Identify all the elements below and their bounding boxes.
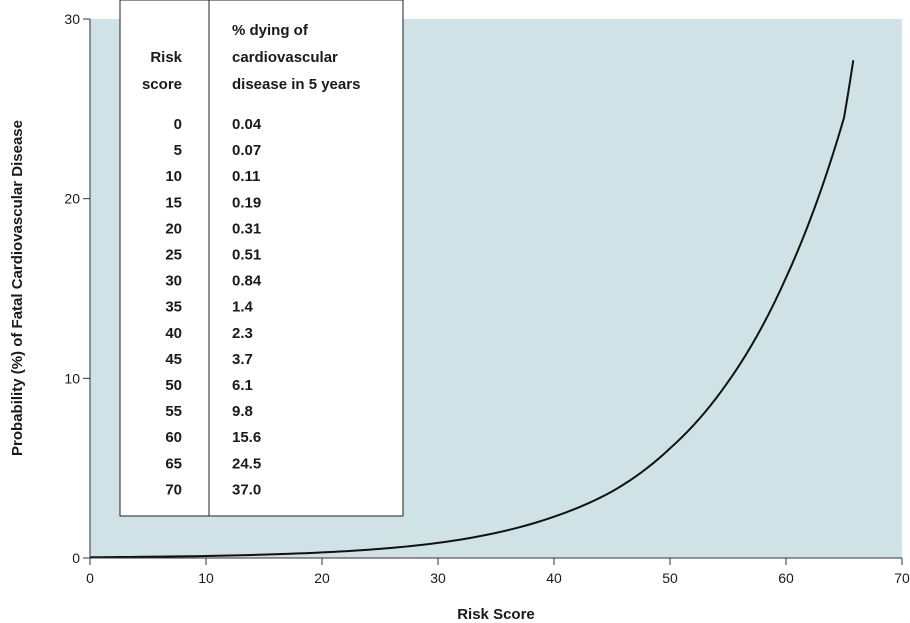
- table-cell-percent: 0.51: [232, 247, 261, 264]
- y-tick-label: 10: [64, 370, 80, 386]
- table-cell-risk-score: 45: [165, 351, 182, 368]
- table-header-percent-dying: disease in 5 years: [232, 76, 360, 93]
- table-cell-risk-score: 15: [165, 194, 182, 211]
- table-cell-percent: 0.19: [232, 194, 261, 211]
- table-cell-percent: 0.11: [232, 168, 260, 185]
- x-tick-label: 0: [86, 570, 94, 586]
- table-cell-percent: 0.04: [232, 116, 262, 133]
- table-header-risk-score: Risk: [150, 49, 182, 66]
- table-header-percent-dying: cardiovascular: [232, 49, 338, 66]
- table-cell-percent: 15.6: [232, 429, 261, 446]
- table-cell-risk-score: 40: [165, 325, 182, 342]
- table-cell-percent: 0.84: [232, 273, 262, 290]
- table-header-percent-dying: % dying of: [232, 22, 309, 39]
- table-cell-risk-score: 30: [165, 273, 182, 290]
- x-axis-title: Risk Score: [457, 606, 535, 623]
- table-cell-percent: 0.31: [232, 220, 261, 237]
- table-cell-percent: 9.8: [232, 403, 253, 420]
- y-tick-label: 0: [72, 550, 80, 566]
- table-cell-risk-score: 70: [165, 481, 182, 498]
- table-cell-percent: 37.0: [232, 481, 261, 498]
- table-cell-risk-score: 60: [165, 429, 182, 446]
- x-tick-label: 40: [546, 570, 562, 586]
- table-cell-risk-score: 50: [165, 377, 182, 394]
- x-tick-label: 70: [894, 570, 910, 586]
- table-cell-percent: 2.3: [232, 325, 253, 342]
- table-cell-risk-score: 10: [165, 168, 182, 185]
- x-tick-label: 60: [778, 570, 794, 586]
- risk-curve: [89, 60, 855, 559]
- table-cell-risk-score: 25: [165, 247, 182, 264]
- y-tick-label: 30: [64, 11, 80, 27]
- table-cell-percent: 3.7: [232, 351, 253, 368]
- table-cell-risk-score: 55: [165, 403, 182, 420]
- table-cell-percent: 6.1: [232, 377, 253, 394]
- y-tick-label: 20: [64, 191, 80, 207]
- table-cell-risk-score: 20: [165, 220, 182, 237]
- table-header-risk-score: score: [142, 76, 182, 93]
- table-cell-risk-score: 65: [165, 455, 182, 472]
- x-tick-label: 20: [314, 570, 330, 586]
- table-cell-risk-score: 5: [174, 142, 182, 159]
- y-axis-title: Probability (%) of Fatal Cardiovascular …: [9, 120, 26, 456]
- table-box: [119, 0, 404, 517]
- table-cell-risk-score: 0: [174, 116, 182, 133]
- inset-table: Risk score % dying of cardiovascular disease…: [119, 0, 404, 517]
- x-tick-label: 10: [198, 570, 214, 586]
- table-cell-percent: 24.5: [232, 455, 261, 472]
- table-cell-percent: 0.07: [232, 142, 261, 159]
- table-cell-risk-score: 35: [165, 299, 182, 316]
- table-cell-percent: 1.4: [232, 299, 254, 316]
- x-tick-label: 30: [430, 570, 446, 586]
- x-tick-label: 50: [662, 570, 678, 586]
